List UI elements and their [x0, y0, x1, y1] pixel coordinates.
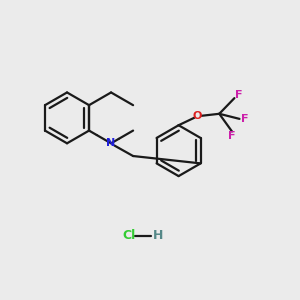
Text: Cl: Cl	[122, 229, 135, 242]
Text: H: H	[153, 229, 163, 242]
Text: N: N	[106, 138, 116, 148]
Text: F: F	[228, 131, 236, 141]
Text: F: F	[241, 114, 248, 124]
Text: F: F	[235, 90, 242, 100]
Text: O: O	[193, 111, 202, 121]
